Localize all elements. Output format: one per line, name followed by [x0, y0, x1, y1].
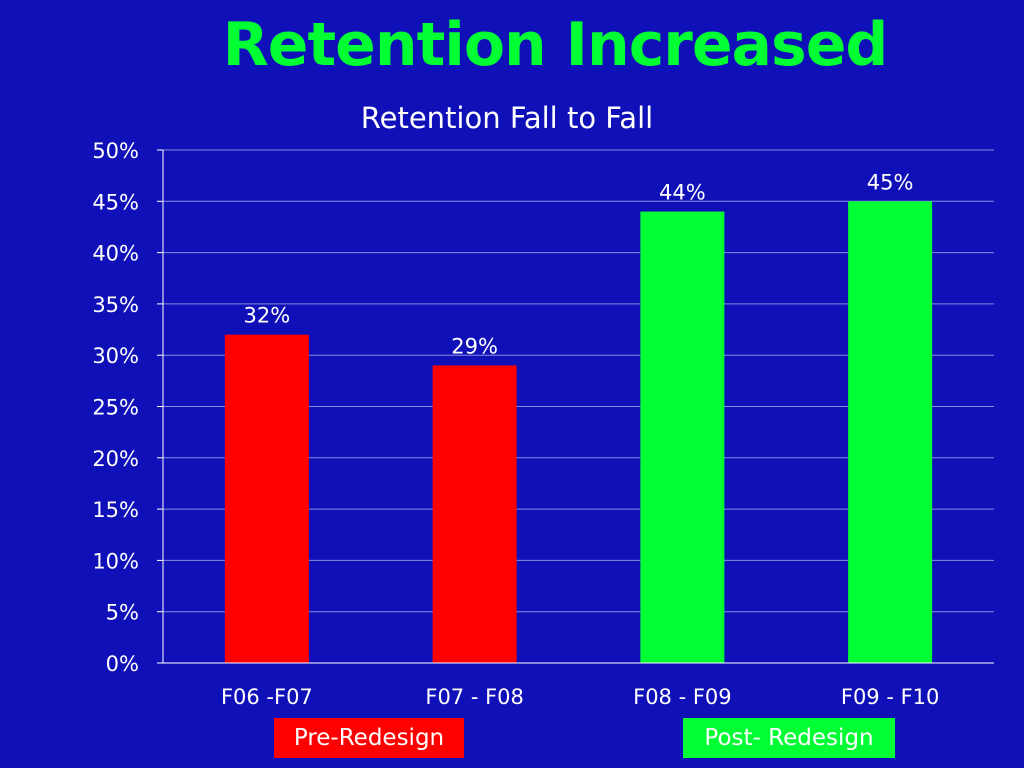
- post-redesign-label: Post- Redesign: [683, 718, 895, 758]
- y-tick-label: 15%: [92, 498, 139, 522]
- y-tick-label: 0%: [106, 652, 139, 676]
- y-axis-tick-labels: 0% 5% 10% 15% 20% 25% 30% 35% 40% 45% 50%: [92, 139, 163, 676]
- data-label: 45%: [867, 170, 914, 194]
- y-tick-label: 10%: [92, 549, 139, 573]
- y-tick-label: 35%: [92, 293, 139, 317]
- x-axis-tick-labels: F06 -F07 F07 - F08 F08 - F09 F09 - F10: [221, 685, 939, 709]
- x-tick-label: F09 - F10: [841, 685, 940, 709]
- data-label: 29%: [451, 334, 498, 358]
- x-tick-label: F08 - F09: [633, 685, 732, 709]
- slide-title: Retention Increased: [222, 10, 889, 80]
- bar: [224, 334, 309, 663]
- y-tick-label: 20%: [92, 447, 139, 471]
- y-tick-label: 25%: [92, 396, 139, 420]
- pre-redesign-label: Pre-Redesign: [274, 718, 464, 758]
- data-label: 32%: [244, 304, 291, 328]
- bar: [432, 365, 517, 663]
- data-label: 44%: [659, 181, 706, 205]
- chart-title: Retention Fall to Fall: [361, 101, 653, 135]
- y-tick-label: 50%: [92, 139, 139, 163]
- y-tick-label: 5%: [106, 601, 139, 625]
- bars: [224, 201, 933, 664]
- data-labels: 32% 29% 44% 45%: [244, 170, 914, 358]
- x-tick-label: F06 -F07: [221, 685, 313, 709]
- bar: [848, 201, 933, 664]
- y-tick-label: 45%: [92, 190, 139, 214]
- x-tick-label: F07 - F08: [425, 685, 524, 709]
- bar: [640, 211, 725, 663]
- y-tick-label: 40%: [92, 242, 139, 266]
- y-tick-label: 30%: [92, 344, 139, 368]
